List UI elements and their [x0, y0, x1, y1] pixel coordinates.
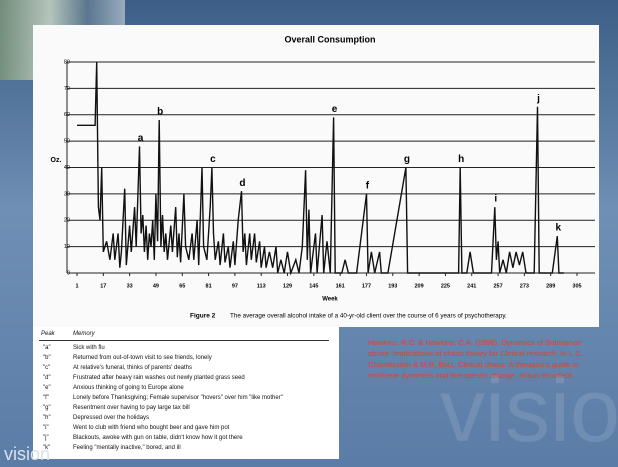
peak-cell: "e" — [43, 385, 51, 391]
annotation: b — [157, 107, 163, 118]
caption: The average overall alcohol intake of a … — [230, 313, 507, 320]
table-header: Peak — [41, 331, 55, 337]
peak-cell: "a" — [43, 345, 51, 351]
table-rule — [39, 340, 329, 341]
memory-cell: Frustrated after heavy rain washes out n… — [73, 375, 245, 381]
x-tick-label: 273 — [520, 283, 529, 289]
memory-cell: Resentment over having to pay large tax … — [73, 405, 190, 411]
peak-cell: "c" — [43, 365, 50, 371]
x-tick-label: 81 — [206, 283, 212, 289]
memory-cell: Sick with flu — [73, 345, 105, 351]
x-tick-label: 209 — [415, 283, 424, 289]
x-tick-label: 17 — [100, 283, 106, 289]
annotation: g — [404, 154, 410, 165]
annotation: a — [138, 133, 144, 144]
figure-label: Figure 2 — [190, 313, 216, 320]
x-tick-label: 113 — [257, 283, 266, 289]
peak-cell: "g" — [43, 405, 51, 411]
x-tick-label: 65 — [179, 283, 185, 289]
x-tick-label: 305 — [572, 283, 581, 289]
x-tick-label: 49 — [153, 283, 159, 289]
x-tick-label: 241 — [467, 283, 476, 289]
annotation: e — [332, 104, 338, 115]
x-tick-label: 161 — [336, 283, 345, 289]
peak-cell: "f" — [43, 395, 49, 401]
memory-cell: Lonely before Thanksgiving; Female super… — [73, 395, 283, 401]
x-tick-label: 129 — [283, 283, 292, 289]
x-tick-label: 97 — [232, 283, 238, 289]
memory-cell: Anxious thinking of going to Europe alon… — [73, 385, 184, 391]
memory-cell: Feeling "mentally inactive," bored, and … — [73, 445, 181, 451]
annotation: h — [458, 154, 464, 165]
annotation: k — [555, 223, 561, 234]
footer: vision — [4, 444, 50, 465]
x-tick-label: 257 — [493, 283, 502, 289]
memory-cell: Returned from out-of-town visit to see f… — [73, 355, 212, 361]
slide: vision Overall Consumption Oz. Week Figu… — [0, 0, 618, 467]
peak-cell: "i" — [43, 425, 49, 431]
x-tick-label: 289 — [546, 283, 555, 289]
table-header: Memory — [73, 331, 95, 337]
chart-panel — [33, 25, 599, 327]
table: Peak Memory "a" Sick with flu "b" Returned fr… — [33, 327, 339, 459]
memory-cell: Blackouts, awoke with gun on table, didn… — [73, 435, 243, 441]
peak-cell: "j" — [43, 435, 49, 441]
x-tick-label: 193 — [388, 283, 397, 289]
memory-cell: At relative's funeral, thinks of parents… — [73, 365, 192, 371]
annotation: c — [210, 154, 216, 165]
x-tick-label: 1 — [75, 283, 78, 289]
x-tick-label: 225 — [441, 283, 450, 289]
annotation: i — [494, 194, 497, 205]
peak-cell: "d" — [43, 375, 51, 381]
peak-cell: "h" — [43, 415, 51, 421]
y-axis-label: Oz. — [51, 157, 62, 164]
citation: Hawkins, R.C. & Hawkins, C.A. (1998). Dy… — [368, 337, 588, 381]
x-axis-label: Week — [322, 297, 338, 303]
x-tick-label: 145 — [309, 283, 318, 289]
memory-cell: Depressed over the holidays — [73, 415, 149, 421]
peak-cell: "b" — [43, 355, 51, 361]
chart-title: Overall Consumption — [284, 34, 375, 44]
annotation: j — [536, 93, 540, 104]
memory-cell: Went to club with friend who bought beer… — [73, 425, 229, 431]
annotation: d — [239, 178, 245, 189]
x-tick-label: 177 — [362, 283, 371, 289]
x-tick-label: 33 — [127, 283, 133, 289]
